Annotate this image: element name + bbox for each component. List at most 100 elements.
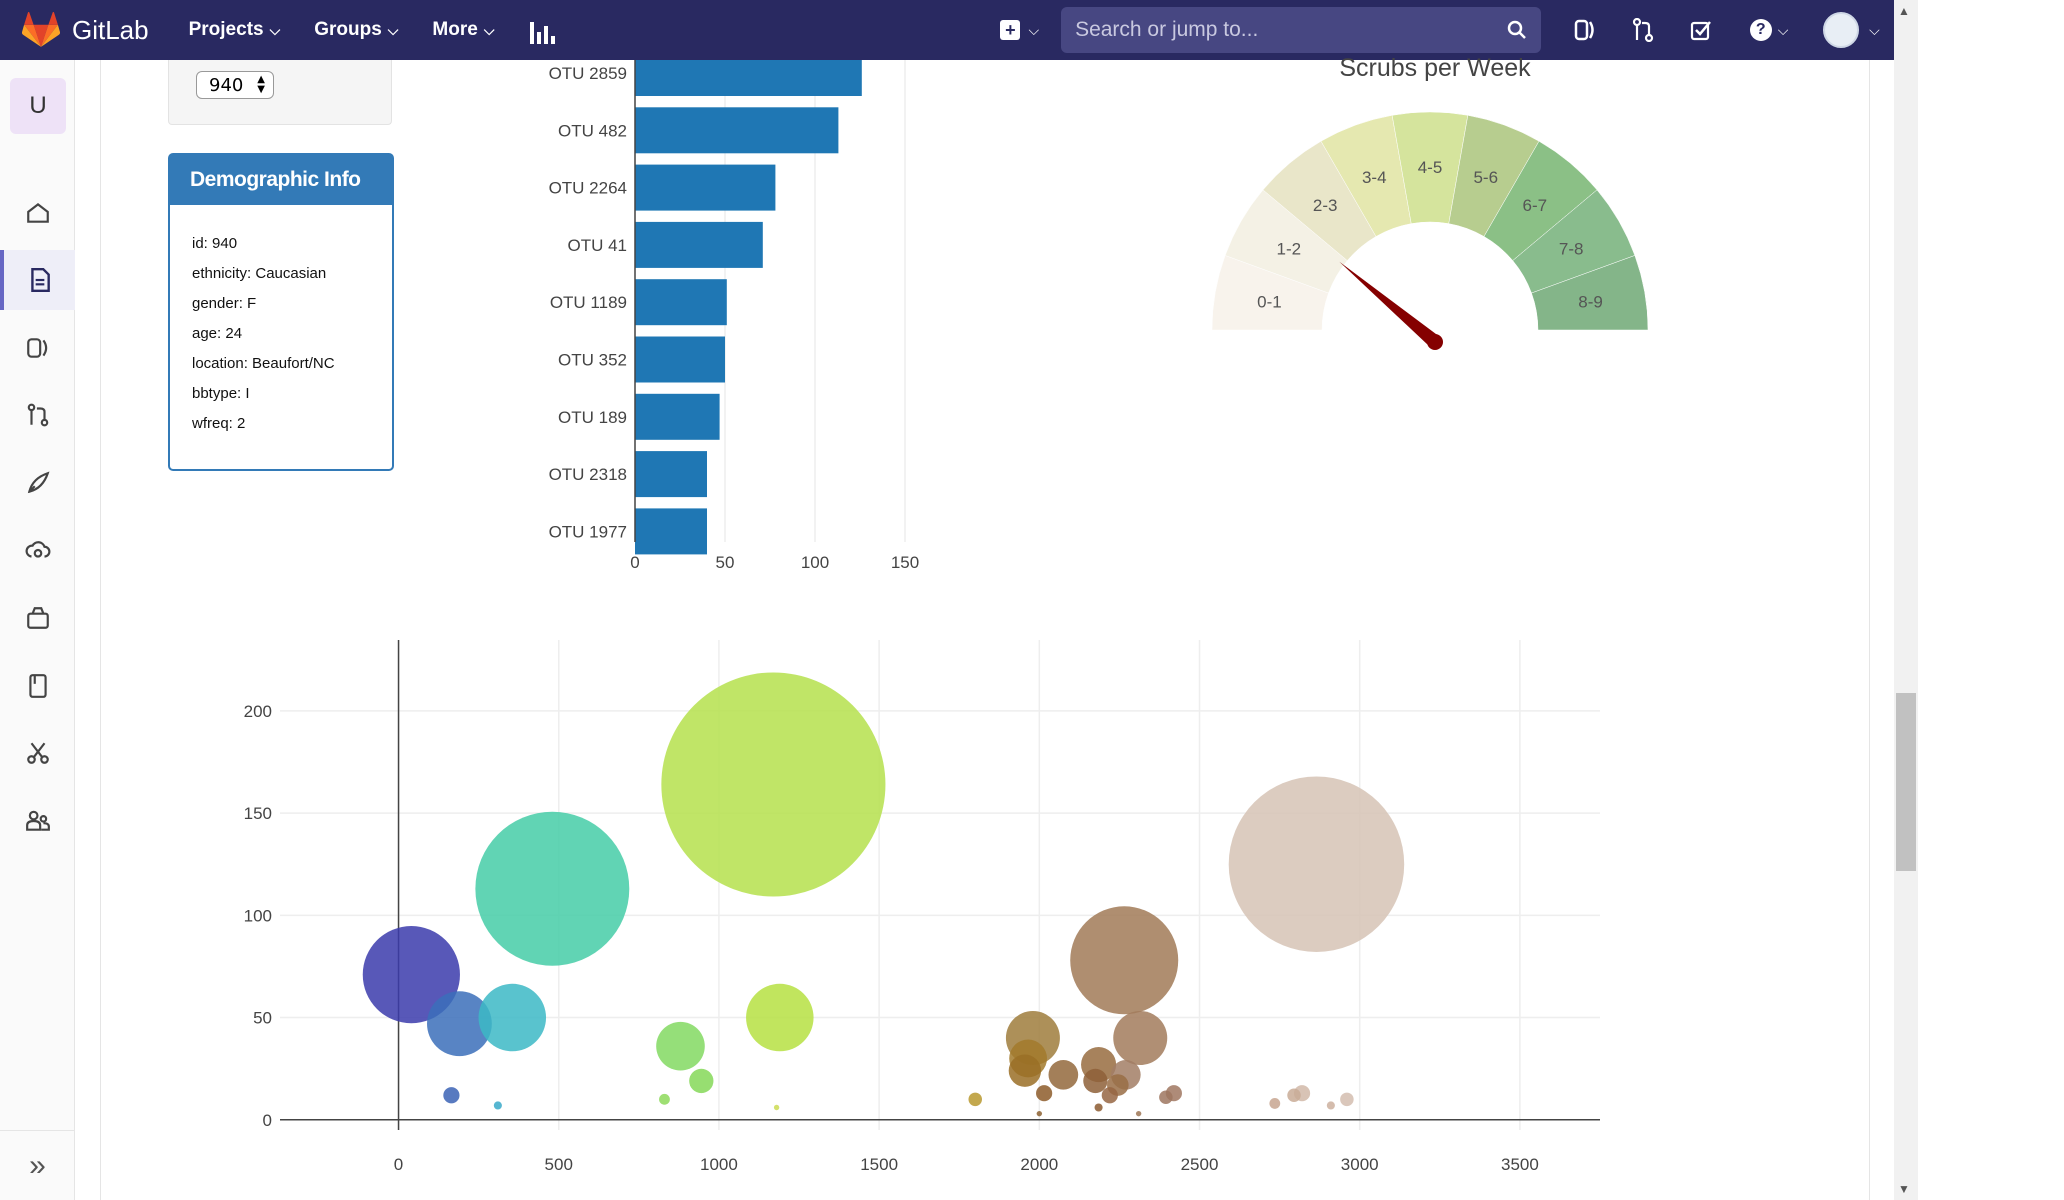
scroll-down-arrow-icon[interactable]: ▼	[1898, 1182, 1910, 1196]
gauge-title: Scrubs per Week	[1339, 54, 1531, 82]
bubble-point	[1135, 1110, 1142, 1117]
sidebar-item-members[interactable]	[0, 791, 75, 851]
bubble-point	[443, 1087, 460, 1104]
sidebar-item-packages[interactable]	[0, 588, 75, 648]
y-tick-label: 100	[244, 906, 272, 925]
demo-line: id: 940	[192, 235, 238, 252]
select-arrows-icon: ▲ ▼	[257, 74, 265, 95]
x-tick-label: 3000	[1341, 1155, 1379, 1174]
scroll-up-arrow-icon[interactable]: ▲	[1898, 4, 1910, 18]
bubble-point	[1101, 1087, 1118, 1104]
x-tick-label: 0	[630, 553, 639, 572]
demo-line: wfreq: 2	[192, 415, 246, 432]
x-tick-label: 500	[545, 1155, 573, 1174]
x-tick-label: 100	[801, 553, 829, 572]
bubble-point	[773, 1104, 780, 1111]
todos-icon[interactable]	[1687, 16, 1715, 44]
cloud-gear-icon	[25, 541, 50, 558]
bubble-point	[1340, 1092, 1354, 1107]
gitlab-tanuki-icon	[22, 12, 60, 47]
collapse-sidebar-button[interactable]: »	[0, 1130, 75, 1200]
sidebar-item-repository[interactable]	[0, 250, 75, 310]
help-icon: ?	[1749, 19, 1772, 41]
bar	[635, 107, 839, 154]
sidebar-item-merge-requests[interactable]	[0, 385, 75, 445]
x-tick-label: 3500	[1501, 1155, 1539, 1174]
user-avatar[interactable]	[1823, 12, 1860, 48]
sidebar-item-issues[interactable]	[0, 318, 75, 378]
bubble-point	[493, 1101, 502, 1110]
demographic-info-title: Demographic Info	[170, 155, 392, 205]
brand-name: GitLab	[72, 14, 149, 45]
scissors-icon	[26, 742, 49, 764]
activity-chart-icon[interactable]	[530, 16, 558, 44]
bar	[635, 451, 707, 498]
x-tick-label: 2000	[1020, 1155, 1058, 1174]
sidebar-item-ci-cd[interactable]	[0, 453, 75, 513]
issues-icon[interactable]	[1571, 16, 1599, 44]
subject-id-select[interactable]: 940 ▲ ▼	[196, 71, 274, 99]
bubble-point	[1228, 776, 1405, 952]
y-tick-label: 150	[244, 804, 272, 823]
bar	[635, 164, 776, 211]
gauge-section-label: 7-8	[1559, 240, 1584, 259]
search-bar[interactable]	[1061, 7, 1542, 53]
y-tick-label: OTU 482	[558, 121, 627, 140]
bubble-point	[656, 1021, 705, 1071]
chevron-down-icon: ⌵	[483, 21, 495, 38]
x-tick-label: 0	[394, 1155, 403, 1174]
project-avatar[interactable]: U	[10, 78, 66, 134]
bubble-point	[1326, 1101, 1335, 1110]
sidebar-item-wiki[interactable]	[0, 656, 75, 716]
scrollbar-thumb[interactable]	[1896, 693, 1916, 871]
x-tick-label: 1500	[860, 1155, 898, 1174]
demographic-info-panel: Demographic Info id: 940 ethnicity: Cauc…	[168, 153, 394, 471]
plus-square-icon: +	[1000, 20, 1021, 40]
chevron-down-icon: ⌵	[269, 21, 281, 38]
sidebar-item-project-overview[interactable]	[0, 183, 75, 243]
bubble-point	[1048, 1059, 1079, 1090]
bubble-point	[1036, 1085, 1053, 1102]
gitlab-logo[interactable]: GitLab	[22, 12, 149, 48]
help-dropdown[interactable]: ? ⌵	[1745, 16, 1793, 44]
demo-line: age: 24	[192, 325, 243, 342]
y-tick-label: OTU 352	[558, 351, 627, 370]
y-tick-label: OTU 2264	[549, 179, 627, 198]
project-sidebar: U »	[0, 60, 75, 1200]
y-tick-label: OTU 189	[558, 408, 627, 427]
bubble-point	[1083, 1068, 1108, 1094]
projects-menu[interactable]: Projects ⌵	[189, 19, 281, 41]
page-scrollbar[interactable]	[1894, 0, 1918, 1200]
groups-menu[interactable]: Groups ⌵	[314, 19, 398, 41]
sidebar-item-operations[interactable]	[0, 520, 75, 580]
document-icon	[30, 267, 50, 293]
sidebar-item-snippets[interactable]	[0, 723, 75, 783]
bar	[635, 221, 763, 268]
package-icon	[26, 607, 49, 629]
merge-requests-icon[interactable]	[1629, 16, 1657, 44]
x-tick-label: 1000	[700, 1155, 738, 1174]
search-input[interactable]	[1075, 18, 1508, 42]
demo-line: bbtype: I	[192, 385, 250, 402]
gauge-section-label: 5-6	[1473, 168, 1498, 187]
x-tick-label: 150	[891, 553, 919, 572]
chevron-down-icon: ⌵	[1869, 21, 1880, 38]
bubble-point	[1287, 1088, 1301, 1102]
bubble-point	[746, 983, 814, 1052]
bubble-point	[968, 1092, 982, 1107]
gauge-needle-hub	[1427, 334, 1443, 350]
bubble-point	[1036, 1110, 1043, 1117]
more-menu-label: More	[432, 19, 478, 40]
home-icon	[26, 202, 49, 223]
x-tick-label: 2500	[1181, 1155, 1219, 1174]
new-item-dropdown[interactable]: + ⌵	[1000, 20, 1039, 40]
bubble-point	[659, 1093, 670, 1105]
search-icon	[1507, 20, 1526, 39]
double-chevron-right-icon: »	[29, 1148, 46, 1182]
gauge-section-label: 2-3	[1313, 196, 1338, 215]
top-otu-bar-chart: 0 50 100 150 OTU 2859 OTU 482 OTU 2264 OTU 41 OT…	[549, 60, 919, 572]
gauge-section-label: 1-2	[1277, 240, 1302, 259]
more-menu[interactable]: More ⌵	[432, 19, 494, 41]
bubble-point	[478, 983, 547, 1052]
members-icon	[25, 810, 50, 831]
